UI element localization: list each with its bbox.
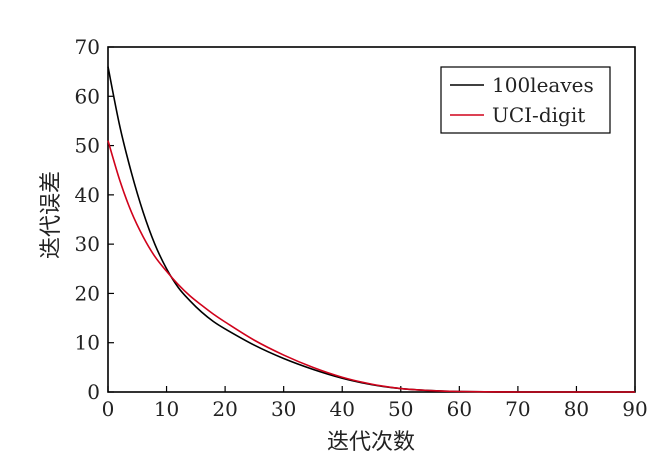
y-tick-label: 20 [75,281,100,305]
x-axis-ticks: 0 10 20 30 40 50 60 70 80 90 [102,386,648,421]
x-axis-label: 迭代次数 [327,430,415,455]
x-tick-label: 40 [329,397,354,421]
legend-box [440,66,611,134]
x-tick-label: 90 [622,397,647,421]
x-tick-label: 50 [388,397,413,421]
plot-frame [107,46,636,393]
y-tick-label: 70 [75,35,100,59]
x-tick-label: 30 [271,397,296,421]
y-tick-label: 10 [75,331,100,355]
plot-area [107,46,636,393]
y-axis-ticks: 0 10 20 30 40 50 60 70 [75,35,114,404]
y-tick-label: 30 [75,232,100,256]
series-layer [107,66,635,393]
y-tick-label: 50 [75,134,100,158]
series-line-uci-digit [107,140,635,393]
x-tick-label: 20 [212,397,237,421]
x-tick-label: 60 [447,397,472,421]
y-tick-label: 40 [75,183,100,207]
legend-label-uci-digit: UCI-digit [492,103,585,127]
y-tick-label: 60 [75,84,100,108]
legend: 100leaves UCI-digit [440,66,611,134]
y-tick-label: 0 [87,380,100,404]
x-tick-label: 10 [154,397,179,421]
x-tick-label: 0 [102,397,115,421]
y-axis-label: 迭代误差 [39,171,64,259]
legend-label-100leaves: 100leaves [492,73,594,97]
x-tick-label: 70 [505,397,530,421]
x-tick-label: 80 [564,397,589,421]
